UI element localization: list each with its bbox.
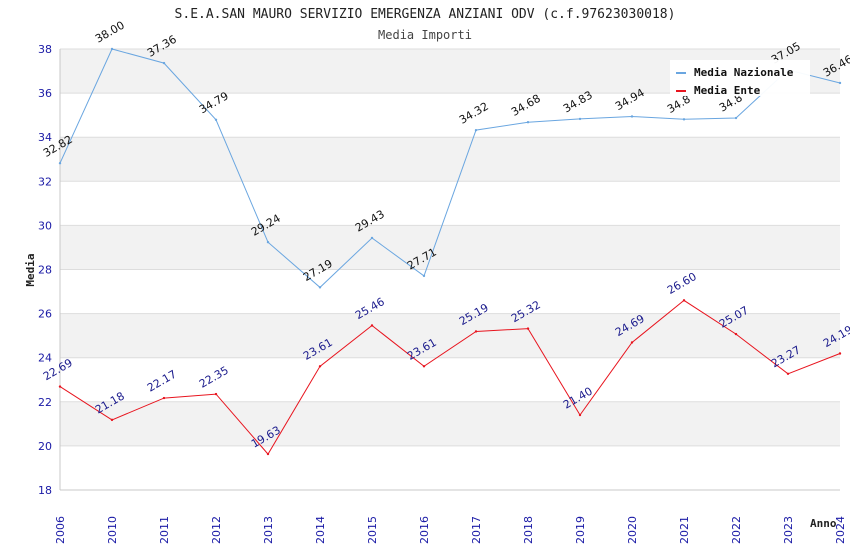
series-line [59, 299, 841, 455]
legend-entry: Media Ente [694, 84, 761, 97]
y-tick-label: 26 [38, 308, 52, 321]
background-bands [60, 49, 840, 490]
y-axis-label: Media [24, 253, 37, 286]
axes [59, 49, 840, 491]
data-point [578, 413, 582, 417]
data-point [838, 352, 842, 355]
x-tick-label: 2019 [574, 516, 587, 544]
y-tick-label: 18 [38, 484, 52, 497]
data-point [474, 330, 478, 333]
data-point [214, 118, 218, 121]
chart-title: S.E.A.SAN MAURO SERVIZIO EMERGENZA ANZIA… [175, 7, 676, 22]
plot-band [60, 401, 840, 446]
data-label: 38.00 [93, 19, 127, 46]
x-tick-label: 2020 [626, 516, 639, 544]
y-tick-label: 34 [38, 131, 52, 144]
y-tick-label: 28 [38, 264, 52, 277]
data-point [682, 299, 686, 302]
y-tick-label: 32 [38, 175, 52, 188]
y-axis-ticks: 18 20 22 24 26 28 30 32 34 36 38 [38, 43, 52, 497]
x-tick-label: 2023 [782, 516, 795, 544]
x-tick-label: 2016 [418, 516, 431, 544]
data-point [422, 274, 426, 278]
y-tick-label: 22 [38, 396, 52, 409]
x-tick-label: 2011 [158, 516, 171, 544]
data-point [214, 392, 218, 396]
x-tick-label: 2015 [366, 516, 379, 544]
data-point [110, 418, 114, 422]
plot-band [60, 225, 840, 270]
x-axis-ticks: 2006 2010 2011 2012 2013 2014 2015 2016 2017 2018… [54, 516, 847, 544]
plot-band [60, 269, 840, 314]
data-point [58, 385, 62, 388]
data-point [266, 240, 270, 244]
data-point [526, 327, 530, 330]
series-line [59, 48, 841, 289]
legend: Media Nazionale Media Ente [670, 60, 810, 97]
data-point [630, 115, 634, 118]
x-tick-label: 2024 [834, 516, 847, 544]
y-tick-label: 38 [38, 43, 52, 56]
data-point [318, 286, 322, 289]
data-point [734, 332, 738, 336]
x-axis-label: Anno [810, 517, 837, 530]
y-tick-label: 20 [38, 440, 52, 453]
data-point [682, 118, 686, 121]
data-point [318, 365, 322, 368]
x-tick-label: 2010 [106, 516, 119, 544]
x-tick-label: 2014 [314, 516, 327, 544]
y-tick-label: 30 [38, 219, 52, 232]
y-tick-label: 36 [38, 87, 52, 100]
x-tick-label: 2012 [210, 516, 223, 544]
data-point [370, 236, 374, 240]
legend-box [670, 60, 810, 96]
data-point [162, 396, 166, 400]
data-point [630, 341, 634, 344]
data-point [162, 61, 166, 65]
x-tick-label: 2013 [262, 516, 275, 544]
chart-subtitle: Media Importi [378, 28, 472, 42]
plot-band [60, 137, 840, 182]
plot-band [60, 313, 840, 358]
data-point [422, 365, 426, 368]
x-tick-label: 2018 [522, 516, 535, 544]
plot-band [60, 357, 840, 402]
data-point [786, 372, 790, 375]
data-point [370, 324, 374, 327]
data-point [58, 162, 62, 165]
data-point [526, 121, 530, 124]
x-tick-label: 2022 [730, 516, 743, 544]
x-tick-label: 2021 [678, 516, 691, 544]
plot-band [60, 93, 840, 138]
x-tick-label: 2006 [54, 516, 67, 544]
data-point [734, 116, 738, 120]
data-point [578, 117, 582, 121]
data-point [266, 452, 270, 456]
x-tick-label: 2017 [470, 516, 483, 544]
data-point [474, 128, 478, 132]
y-tick-label: 24 [38, 352, 52, 365]
legend-entry: Media Nazionale [694, 66, 794, 79]
data-point [110, 47, 114, 51]
data-point [838, 81, 842, 85]
plot-band [60, 445, 840, 490]
